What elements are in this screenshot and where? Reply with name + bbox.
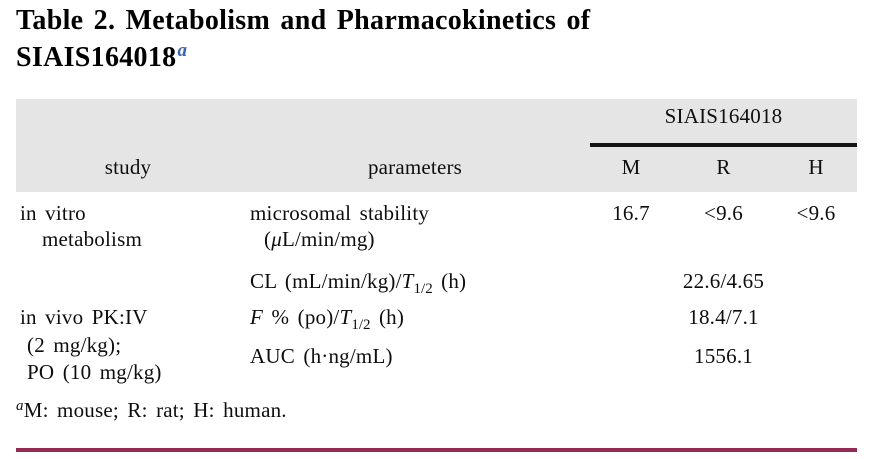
row2-merged-value: 22.6/4.65 [682, 269, 765, 293]
compound-name: SIAIS164018 [16, 42, 177, 73]
t-half-subscript: 1/2 [351, 317, 371, 333]
footnote-text: M: mouse; R: rat; H: human. [23, 398, 287, 422]
table-title-text: Table 2. Metabolism and Pharmacokinetics… [16, 5, 591, 36]
unit-hours: (h) [370, 305, 405, 329]
column-group-header: SIAIS164018 [664, 104, 783, 128]
t-half-symbol: T [401, 269, 414, 293]
row1-study-line1: in vitro [20, 201, 86, 225]
row4-parameter: AUC (h·ng/mL) [250, 344, 393, 368]
row3-parameter: F % (po)/T1/2 (h) [250, 305, 405, 333]
row1-study-line2: metabolism [42, 227, 142, 251]
mu-symbol: μ [271, 227, 282, 251]
row1-value-r: <9.6 [704, 201, 743, 225]
title-footnote-marker: a [177, 40, 188, 61]
f-symbol: F [250, 305, 264, 329]
table-title-line2: SIAIS164018a [16, 40, 187, 79]
column-header-m: M [621, 155, 641, 179]
unit-text: L/min/mg) [281, 227, 375, 251]
t-half-symbol: T [339, 305, 352, 329]
column-header-h: H [808, 155, 824, 179]
t-half-subscript: 1/2 [413, 281, 433, 297]
row1-value-m: 16.7 [612, 201, 650, 225]
column-header-study: study [104, 155, 152, 179]
footnote: aM: mouse; R: rat; H: human. [16, 398, 287, 425]
row3-study-line3: PO (10 mg/kg) [27, 360, 162, 384]
row1-value-h: <9.6 [796, 201, 836, 225]
row1-parameter-line2: (μL/min/mg) [264, 227, 375, 251]
column-group-underline [590, 143, 857, 147]
paren-open: ( [264, 227, 272, 251]
row2-parameter: CL (mL/min/kg)/T1/2 (h) [250, 269, 467, 297]
footnote-marker: a [16, 398, 24, 414]
column-header-parameters: parameters [367, 155, 463, 179]
percent-po-label: % (po)/ [263, 305, 340, 329]
bottom-rule-divider [16, 448, 857, 452]
unit-hours: (h) [432, 269, 467, 293]
row3-merged-value: 18.4/7.1 [688, 305, 759, 329]
column-header-r: R [716, 155, 731, 179]
row4-merged-value: 1556.1 [694, 344, 753, 368]
row3-study-line1: in vivo PK:IV [20, 305, 148, 329]
row1-parameter-line1: microsomal stability [250, 201, 430, 225]
row3-study-line2: (2 mg/kg); [27, 333, 122, 357]
table-title-line1: Table 2. Metabolism and Pharmacokinetics… [16, 3, 590, 39]
cl-label: CL (mL/min/kg)/ [250, 269, 402, 293]
